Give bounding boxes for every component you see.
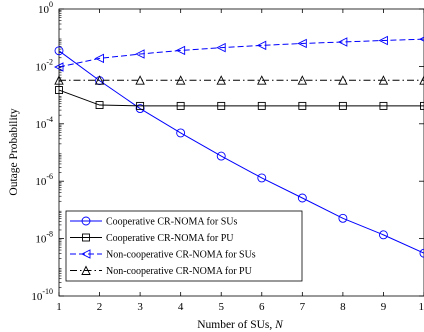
data-point-marker (378, 75, 389, 85)
data-point-marker (297, 193, 307, 203)
legend: Cooperative CR-NOMA for SUs Cooperative C… (65, 210, 303, 282)
data-point-marker (175, 75, 186, 85)
y-axis-label: Outage Probability (8, 108, 20, 195)
y-minor-ticks (59, 10, 62, 288)
legend-label: Cooperative CR-NOMA for SUs (106, 217, 237, 228)
data-point-marker (216, 75, 226, 85)
y-tick-label: 10-6 (35, 172, 53, 188)
series-line (58, 38, 424, 68)
y-tick-label: 10-4 (35, 115, 53, 131)
data-point-marker (378, 230, 388, 240)
data-point-marker (256, 40, 267, 51)
data-point-marker (257, 101, 266, 110)
axes (58, 8, 424, 297)
data-point-marker (53, 62, 64, 72)
series-cooperative-cr-noma-for-sus (54, 46, 424, 258)
legend-item: Cooperative CR-NOMA for SUs (70, 217, 237, 228)
data-point-marker (297, 75, 308, 85)
data-point-marker (297, 38, 307, 49)
data-point-marker (419, 75, 424, 85)
legend-label: Non-cooperative CR-NOMA for SUs (106, 250, 256, 261)
data-point-marker (419, 248, 424, 258)
data-point-marker (217, 101, 226, 110)
legend-item: Cooperative CR-NOMA for PU (70, 233, 234, 244)
series-cooperative-cr-noma-for-pu (55, 86, 424, 110)
data-point-marker (420, 101, 424, 110)
data-point-marker (55, 86, 63, 94)
data-point-marker (379, 101, 388, 110)
data-series (53, 35, 424, 258)
x-tick-label: 6 (259, 301, 265, 313)
x-tick-label: 1 (56, 301, 62, 313)
series-non-cooperative-cr-noma-for-pu (54, 75, 424, 85)
data-point-marker (337, 37, 348, 47)
series-non-cooperative-cr-noma-for-sus (53, 35, 424, 72)
x-tick-label: 7 (300, 301, 306, 313)
data-point-marker (94, 75, 105, 85)
x-tick-label: 10 (419, 301, 424, 313)
data-point-marker (378, 35, 388, 46)
data-point-marker (136, 101, 145, 110)
legend-item: Non-cooperative CR-NOMA for PU (70, 265, 253, 277)
series-line (58, 89, 424, 107)
series-line (58, 50, 424, 254)
y-tick-label: 100 (38, 0, 53, 16)
data-point-marker (257, 173, 267, 183)
data-point-marker (216, 151, 226, 161)
data-point-marker (338, 213, 348, 223)
data-point-marker (135, 49, 145, 59)
data-point-marker (176, 128, 186, 138)
legend-label: Non-cooperative CR-NOMA for PU (106, 266, 253, 277)
data-point-marker (176, 101, 185, 110)
legend-box (65, 210, 303, 282)
data-point-marker (135, 104, 145, 113)
data-point-marker (298, 101, 307, 110)
data-point-marker (95, 101, 104, 110)
y-tick-label: 10-10 (31, 287, 53, 303)
x-tick-label: 5 (218, 301, 224, 313)
legend-item: Non-cooperative CR-NOMA for SUs (70, 249, 256, 261)
y-tick-label: 10-2 (35, 57, 53, 73)
data-point-marker (257, 75, 267, 85)
data-point-marker (135, 75, 145, 85)
data-point-marker (216, 42, 226, 53)
legend-marker (80, 249, 91, 259)
plot-area-frame (58, 8, 424, 297)
data-point-marker (94, 53, 105, 64)
data-point-marker (338, 75, 348, 85)
legend-marker (81, 216, 91, 226)
x-tick-label: 4 (178, 301, 184, 313)
tick-labels: 1 2 3 4 5 6 7 8 9 10 10-10 10-8 10-6 10-4 10-2 100 (31, 0, 424, 313)
data-point-marker (54, 46, 64, 56)
x-tick-label: 8 (340, 301, 346, 313)
data-point-marker (175, 45, 186, 56)
legend-marker (82, 233, 90, 242)
x-tick-label: 3 (137, 301, 143, 313)
data-point-marker (338, 101, 347, 110)
legend-label: Cooperative CR-NOMA for PU (106, 233, 234, 244)
x-tick-label: 9 (381, 301, 387, 313)
y-tick-label: 10-8 (35, 230, 53, 246)
data-point-marker (54, 75, 64, 85)
x-tick-label: 2 (97, 301, 103, 313)
x-axis-label: Number of SUs, N (197, 319, 284, 331)
legend-marker (81, 265, 91, 275)
